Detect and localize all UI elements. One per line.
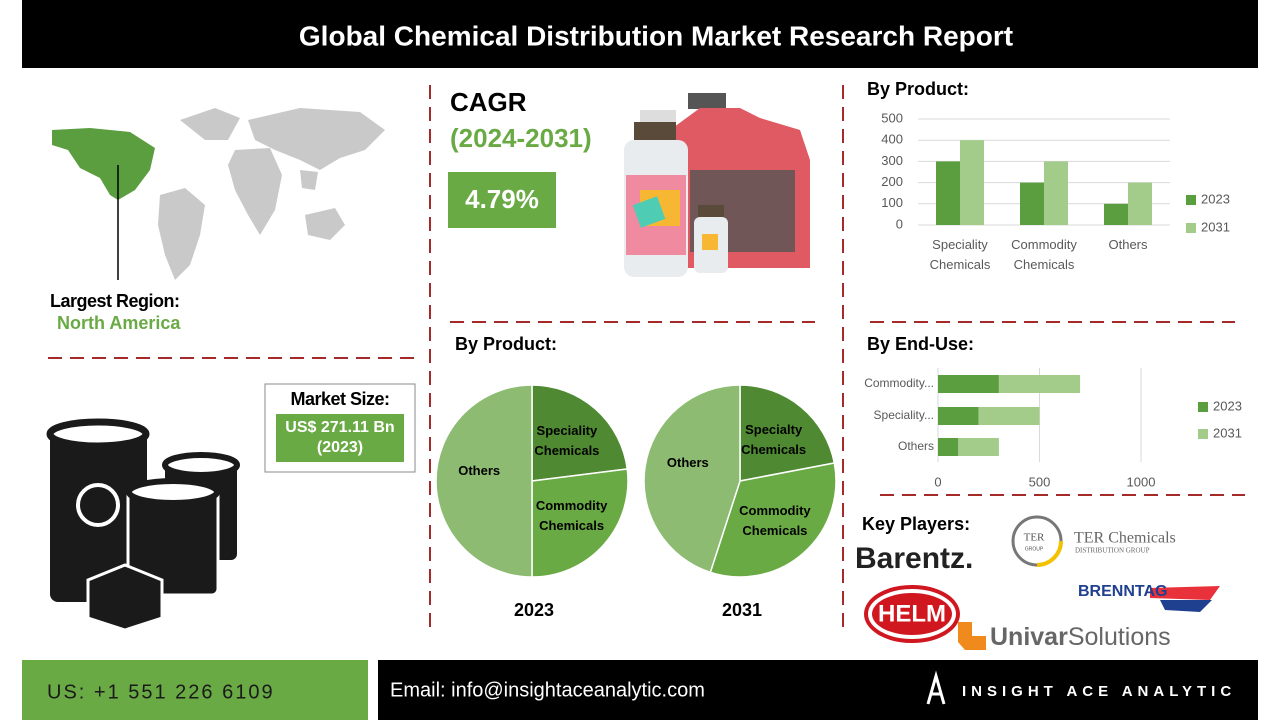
pie-slice xyxy=(531,468,629,578)
logo-univar: UnivarSolutions xyxy=(990,623,1171,651)
page-title: Global Chemical Distribution Market Rese… xyxy=(299,20,1013,51)
footer-email: Email: info@insightaceanalytic.com xyxy=(390,679,705,701)
bar xyxy=(1128,182,1152,225)
bar xyxy=(1020,182,1044,225)
y-tick-label: 200 xyxy=(881,174,903,189)
pie-slice xyxy=(643,384,741,574)
y-tick-label: 0 xyxy=(896,216,903,231)
cagr-badge xyxy=(448,172,556,228)
y-tick-label: 300 xyxy=(881,153,903,168)
x-tick-label: Commodity Chemicals xyxy=(1011,237,1077,272)
header-bar xyxy=(22,0,1258,68)
pie-year: 2023 xyxy=(514,600,554,620)
slice-label: Commodity Chemicals xyxy=(739,502,811,538)
legend-swatch xyxy=(1186,223,1196,233)
brand-mark xyxy=(926,670,946,705)
chart-title: By Product: xyxy=(867,79,969,99)
footer-bar xyxy=(378,660,1258,720)
logo-univar-bold: Univar xyxy=(990,623,1068,651)
legend-swatch xyxy=(1198,402,1208,412)
legend-label: 2031 xyxy=(1213,425,1242,440)
footer-brand: INSIGHT ACE ANALYTIC xyxy=(962,683,1236,700)
bottles-icon xyxy=(624,93,810,277)
legend-swatch xyxy=(1186,195,1196,205)
y-tick-label: Commodity... xyxy=(864,376,934,390)
x-tick-label: Others xyxy=(1108,237,1148,252)
footer-phone-bar xyxy=(22,660,368,720)
market-size-value: US$ 271.11 Bn (2023) xyxy=(285,419,395,456)
slice-label: Speciality Chemicals xyxy=(534,423,600,459)
cagr-period: (2024-2031) xyxy=(450,123,592,153)
slice-label: Others xyxy=(458,463,501,478)
legend-swatch xyxy=(1198,429,1208,439)
bar xyxy=(936,161,960,225)
logo-ter-sub: DISTRIBUTION GROUP xyxy=(1075,547,1150,555)
bar xyxy=(958,438,999,456)
pie-year: 2031 xyxy=(722,600,762,620)
barrels-icon xyxy=(46,418,240,632)
logo-brenntag: BRENNTAG xyxy=(1078,583,1167,600)
slice-label: Others xyxy=(666,454,709,470)
chart-title: By Product: xyxy=(455,334,557,354)
logo-univar-sub: Solutions xyxy=(1068,623,1171,651)
cagr-value: 4.79% xyxy=(465,184,539,214)
legend-label: 2023 xyxy=(1201,191,1230,206)
north-america xyxy=(52,128,155,200)
y-tick-label: 100 xyxy=(881,195,903,210)
pie-slice xyxy=(739,384,836,482)
y-tick-label: 500 xyxy=(881,110,903,125)
legend-label: 2031 xyxy=(1201,219,1230,234)
x-tick-label: Speciality Chemicals xyxy=(929,237,991,272)
bar xyxy=(960,140,984,225)
slice-label: Commodity Chemicals xyxy=(535,497,608,533)
region-label: Largest Region: xyxy=(50,291,180,311)
logo-brenntag-swoosh xyxy=(1150,586,1220,600)
market-size-badge xyxy=(276,414,404,462)
world-map xyxy=(158,108,385,280)
x-tick-label: 1000 xyxy=(1127,474,1156,489)
legend-label: 2023 xyxy=(1213,398,1242,413)
slice-label: Specialty Chemicals xyxy=(741,422,807,458)
pie-slice xyxy=(435,384,533,578)
logo-ter-name: TER Chemicals xyxy=(1074,530,1176,547)
bar xyxy=(1104,203,1128,225)
logo-ter-arc xyxy=(1036,540,1063,567)
y-tick-label: Speciality... xyxy=(874,408,934,422)
cagr-label: CAGR xyxy=(450,87,527,117)
pie-slice xyxy=(531,384,629,482)
pie-slice xyxy=(709,462,837,578)
y-tick-label: 400 xyxy=(881,132,903,147)
bar xyxy=(938,438,959,456)
bar xyxy=(938,407,979,425)
region-value: North America xyxy=(57,313,181,333)
x-tick-label: 0 xyxy=(934,474,941,489)
logo-ter-badge: TER xyxy=(1024,532,1045,544)
logo-barentz: Barentz. xyxy=(855,542,973,575)
x-tick-label: 500 xyxy=(1029,474,1051,489)
key-players-title: Key Players: xyxy=(862,514,970,534)
logo-ter-group: GROUP xyxy=(1025,546,1044,552)
logo-helm: HELM xyxy=(878,600,946,627)
logo-univar-mark xyxy=(958,622,986,650)
logo-brenntag-swoosh xyxy=(1160,600,1212,612)
y-tick-label: Others xyxy=(898,439,934,453)
bar xyxy=(1044,161,1068,225)
bar xyxy=(978,407,1040,425)
bar xyxy=(938,375,999,393)
chart-title: By End-Use: xyxy=(867,334,974,354)
logo-helm-fill xyxy=(872,593,952,635)
footer-phone: US: +1 551 226 6109 xyxy=(47,681,275,703)
market-size-label: Market Size: xyxy=(290,389,389,409)
bar xyxy=(998,375,1081,393)
